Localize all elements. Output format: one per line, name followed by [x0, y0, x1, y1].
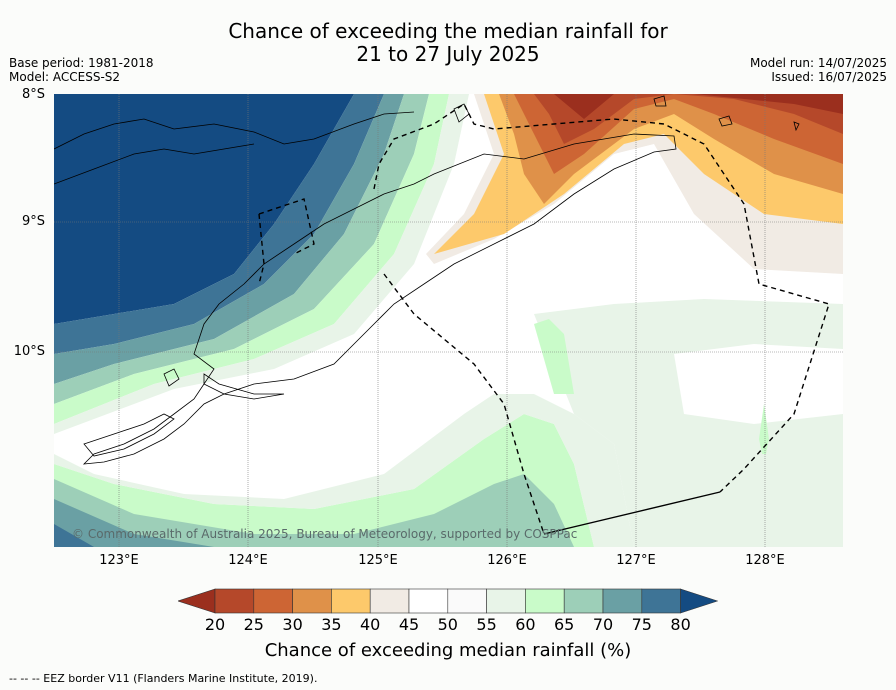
colorbar-tick-label: 45 [398, 615, 420, 634]
colorbar-swatch [525, 588, 565, 614]
band-60-nw [54, 94, 449, 424]
copyright-text: © Commonwealth of Australia 2025, Bureau… [72, 527, 578, 541]
band-65-s [54, 474, 574, 547]
colorbar-swatch [447, 588, 487, 614]
band-75-nw [54, 94, 384, 354]
colorbar-tick-label: 20 [204, 615, 226, 634]
lon-label-128e: 128°E [745, 553, 785, 568]
lon-label-124e: 124°E [228, 553, 268, 568]
band-25-ne [534, 94, 843, 144]
band-80-nw [54, 94, 354, 324]
band-20-ne [554, 94, 843, 119]
colorbar-swatch [563, 588, 604, 614]
colorbar-swatch [292, 588, 332, 614]
map-canvas [54, 94, 843, 547]
band-60-central [534, 319, 574, 394]
colorbar-swatch [486, 588, 526, 614]
lat-label-8s: 8°S [21, 87, 45, 102]
colorbar-swatch [602, 588, 643, 614]
lon-label-126e: 126°E [487, 553, 527, 568]
colorbar-tick-label: 30 [282, 615, 303, 634]
lat-label-9s: 9°S [21, 214, 45, 229]
colorbar-swatch [253, 588, 293, 614]
base-period-text: Base period: 1981-2018 [9, 56, 154, 70]
colorbar-arrow-low [178, 588, 216, 614]
map-title-line2: 21 to 27 July 2025 [356, 42, 540, 66]
eez-border-solid [543, 491, 721, 535]
colorbar-label: Chance of exceeding median rainfall (%) [264, 640, 632, 661]
lon-label-125e: 125°E [358, 553, 398, 568]
colorbar-swatch [641, 588, 681, 614]
issued-text: Issued: 16/07/2025 [771, 70, 887, 84]
colorbar-arrow-high [680, 588, 718, 614]
band-65-nw [54, 94, 429, 404]
colorbar-tick-label: 50 [437, 615, 458, 634]
colorbar-swatch [214, 588, 255, 614]
colorbar-tick-label: 35 [321, 615, 342, 634]
colorbar-tick-label: 40 [360, 615, 381, 634]
rainfall-map: © Commonwealth of Australia 2025, Bureau… [54, 94, 843, 547]
colorbar-tick-label: 70 [592, 615, 614, 634]
map-title-line1: Chance of exceeding the median rainfall … [228, 19, 668, 43]
band-60-spike [759, 404, 769, 454]
colorbar-tick-label: 65 [554, 615, 575, 634]
colorbar-tick-label: 55 [476, 615, 497, 634]
coastlines [54, 95, 800, 465]
colorbar-swatch [369, 588, 410, 614]
lat-label-10s: 10°S [13, 344, 45, 359]
band-70-nw [54, 94, 404, 384]
band-75-sw [54, 524, 94, 547]
colorbar-swatch [331, 588, 371, 614]
lon-label-127e: 127°E [616, 553, 656, 568]
band-55-nw [54, 94, 469, 434]
colorbar [178, 588, 718, 614]
band-50-se [674, 344, 843, 424]
band-70-sw [54, 499, 214, 547]
eez-legend-footer: -- -- -- EEZ border V11 (Flanders Marine… [9, 672, 318, 685]
colorbar-tick-label: 80 [670, 615, 691, 634]
colorbar-tick-label: 75 [631, 615, 652, 634]
band-55-s [54, 394, 634, 547]
colorbar-tick-label: 25 [243, 615, 264, 634]
eez-border [258, 102, 830, 535]
lon-label-123e: 123°E [99, 553, 139, 568]
colorbar-swatch [408, 588, 449, 614]
model-text: Model: ACCESS-S2 [9, 70, 121, 84]
colorbar-tick-label: 60 [515, 615, 536, 634]
model-run-text: Model run: 14/07/2025 [749, 56, 887, 70]
